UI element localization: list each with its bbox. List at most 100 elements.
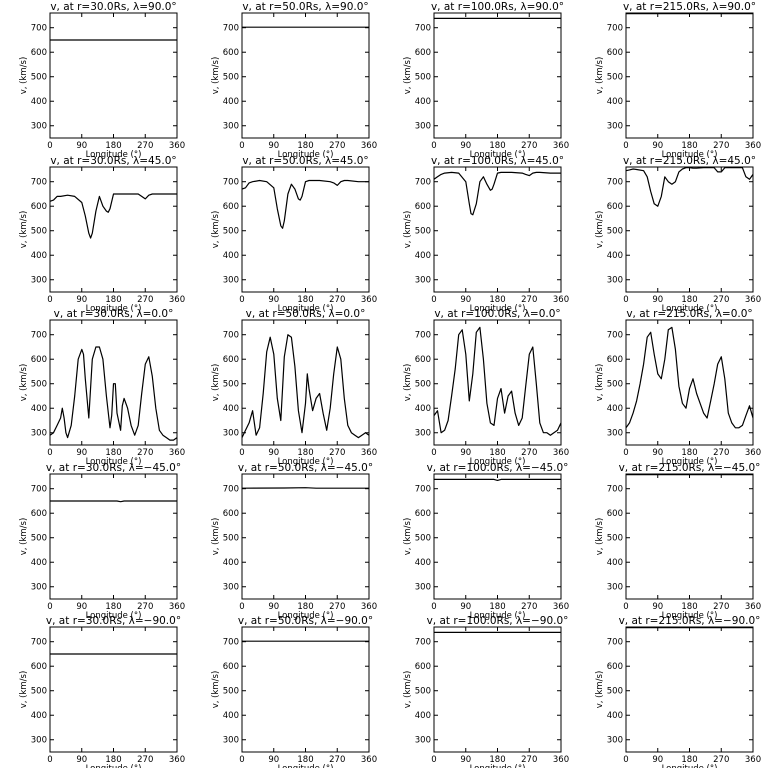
plot-frame — [49, 166, 178, 293]
plot-frame — [241, 12, 370, 139]
y-tick-label: 600 — [607, 662, 623, 672]
x-tick-label: 90 — [268, 602, 279, 612]
x-tick-label: 270 — [137, 602, 153, 612]
x-tick-label: 270 — [329, 755, 345, 765]
y-tick-label: 500 — [607, 687, 623, 697]
velocity-line — [50, 500, 177, 503]
y-tick-label: 600 — [415, 48, 431, 58]
x-axis-label: Longitude (°) — [470, 611, 526, 621]
panel-title: v, at r=215.0Rs, λ=−90.0° — [619, 615, 761, 627]
plot-frame — [241, 473, 370, 600]
panel-title: v, at r=50.0Rs, λ=45.0° — [242, 155, 368, 167]
x-tick-label: 270 — [713, 141, 729, 151]
y-tick-label: 700 — [415, 485, 431, 495]
y-tick-label: 600 — [31, 48, 47, 58]
y-axis-label: v, (km/s) — [403, 364, 413, 402]
x-axis-label: Longitude (°) — [470, 150, 526, 160]
y-tick-label: 600 — [31, 509, 47, 519]
x-tick-label: 0 — [47, 755, 52, 765]
y-tick-label: 700 — [31, 485, 47, 495]
y-axis-label: v, (km/s) — [595, 211, 605, 249]
x-tick-label: 90 — [652, 448, 663, 458]
y-tick-label: 500 — [415, 534, 431, 544]
x-tick-label: 0 — [47, 295, 52, 305]
x-tick-label: 90 — [460, 141, 471, 151]
y-tick-label: 600 — [31, 355, 47, 365]
y-tick-label: 700 — [415, 331, 431, 341]
x-tick-label: 0 — [47, 448, 52, 458]
x-axis-label: Longitude (°) — [86, 611, 142, 621]
plot-frame — [241, 319, 370, 446]
x-axis-label: Longitude (°) — [278, 611, 334, 621]
x-tick-label: 0 — [47, 141, 52, 151]
x-tick-label: 270 — [329, 295, 345, 305]
y-tick-label: 400 — [31, 251, 47, 261]
x-tick-label: 90 — [268, 141, 279, 151]
x-axis-label: Longitude (°) — [278, 764, 334, 768]
x-tick-label: 180 — [489, 448, 505, 458]
x-tick-label: 180 — [105, 602, 121, 612]
y-tick-label: 300 — [415, 122, 431, 132]
plot-frame — [241, 166, 370, 293]
y-tick-label: 400 — [31, 558, 47, 568]
y-tick-label: 700 — [607, 638, 623, 648]
y-tick-label: 300 — [607, 122, 623, 132]
x-tick-label: 0 — [431, 295, 436, 305]
y-tick-label: 700 — [223, 178, 239, 188]
x-tick-label: 90 — [652, 755, 663, 765]
y-tick-label: 400 — [223, 558, 239, 568]
panel-17: v, at r=30.0Rs, λ=−90.0° 0 90 180 270 360 300 4… — [19, 615, 185, 768]
x-axis-label: Longitude (°) — [470, 304, 526, 314]
y-axis-label: v, (km/s) — [211, 57, 221, 95]
x-tick-label: 360 — [361, 448, 377, 458]
plot-frame — [241, 626, 370, 753]
y-tick-label: 600 — [223, 202, 239, 212]
panel-title: v, at r=215.0Rs, λ=0.0° — [626, 308, 752, 320]
panel-title: v, at r=50.0Rs, λ=−45.0° — [238, 462, 373, 474]
y-tick-label: 700 — [31, 331, 47, 341]
x-tick-label: 360 — [745, 602, 761, 612]
x-tick-label: 180 — [297, 755, 313, 765]
y-tick-label: 600 — [607, 48, 623, 58]
x-tick-label: 360 — [553, 295, 569, 305]
panel-6: v, at r=50.0Rs, λ=45.0° 0 90 180 270 360 300 40… — [211, 155, 377, 314]
y-tick-label: 500 — [607, 534, 623, 544]
x-tick-label: 360 — [745, 755, 761, 765]
x-tick-label: 180 — [105, 295, 121, 305]
y-axis-label: v, (km/s) — [403, 211, 413, 249]
y-tick-label: 400 — [31, 97, 47, 107]
x-tick-label: 270 — [521, 141, 537, 151]
x-tick-label: 360 — [553, 755, 569, 765]
y-tick-label: 700 — [31, 24, 47, 34]
panel-18: v, at r=50.0Rs, λ=−90.0° 0 90 180 270 360 300 4… — [211, 615, 377, 768]
x-tick-label: 180 — [297, 602, 313, 612]
x-tick-label: 180 — [681, 602, 697, 612]
y-axis-label: v, (km/s) — [211, 364, 221, 402]
y-tick-label: 300 — [31, 583, 47, 593]
x-tick-label: 360 — [745, 141, 761, 151]
velocity-line — [433, 326, 562, 436]
y-tick-label: 300 — [31, 429, 47, 439]
x-tick-label: 90 — [652, 141, 663, 151]
velocity-line — [625, 167, 754, 207]
y-axis-label: v, (km/s) — [19, 364, 29, 402]
y-tick-label: 700 — [223, 485, 239, 495]
x-tick-label: 180 — [489, 141, 505, 151]
y-tick-label: 500 — [607, 227, 623, 237]
y-tick-label: 300 — [31, 122, 47, 132]
y-tick-label: 600 — [31, 662, 47, 672]
plot-frame — [433, 473, 562, 600]
x-tick-label: 180 — [297, 295, 313, 305]
y-tick-label: 400 — [607, 251, 623, 261]
x-tick-label: 360 — [169, 295, 185, 305]
x-axis-label: Longitude (°) — [662, 150, 718, 160]
panel-16: v, at r=215.0Rs, λ=−45.0° 0 90 180 270 360 300… — [595, 462, 761, 621]
y-tick-label: 300 — [607, 276, 623, 286]
panel-title: v, at r=215.0Rs, λ=−45.0° — [619, 462, 761, 474]
plot-frame — [433, 626, 562, 753]
y-tick-label: 500 — [31, 687, 47, 697]
plot-frame — [625, 626, 754, 753]
y-tick-label: 500 — [31, 380, 47, 390]
y-tick-label: 400 — [415, 251, 431, 261]
